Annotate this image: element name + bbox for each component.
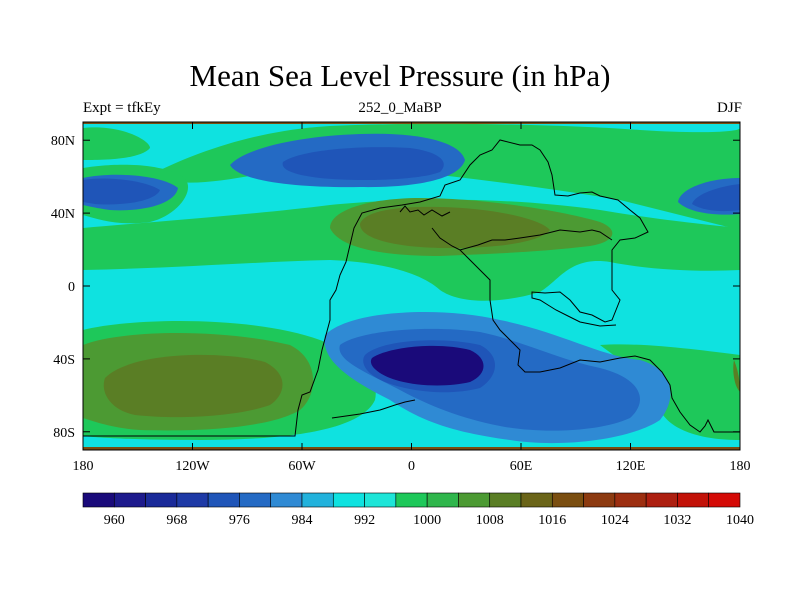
colorbar-swatch (520, 492, 553, 508)
colorbar-swatch (458, 492, 491, 508)
period-label: 252_0_MaBP (358, 100, 442, 116)
colorbar-swatch (364, 492, 397, 508)
lat-tick-label: 80N (51, 134, 75, 149)
colorbar-label: 984 (292, 513, 313, 528)
colorbar-swatch (239, 492, 272, 508)
lon-tick-label: 60E (510, 459, 533, 474)
colorbar-swatch (583, 492, 616, 508)
lon-tick-label: 0 (408, 459, 415, 474)
colorbar-label: 968 (166, 513, 187, 528)
lat-tick-label: 40S (53, 353, 75, 368)
lon-tick-label: 180 (730, 459, 751, 474)
lat-tick-label: 40N (51, 207, 75, 222)
colorbar-swatch (145, 492, 178, 508)
colorbar-swatch (270, 492, 303, 508)
colorbar-label: 1040 (726, 513, 754, 528)
map-axes: 180 120W 60W 0 60E 120E 180 80N 40N 0 40S 80S (51, 122, 751, 474)
experiment-label: Expt = tfkEy (83, 100, 161, 116)
colorbar-label: 1016 (538, 513, 566, 528)
colorbar: 960 968 976 984 992 1000 1008 1016 1024 1032 1040 (82, 492, 754, 528)
lon-tick-label: 120E (616, 459, 646, 474)
pressure-contour-fill (83, 122, 740, 450)
colorbar-swatch (207, 492, 240, 508)
colorbar-swatch (426, 492, 459, 508)
colorbar-swatch (677, 492, 710, 508)
lon-tick-label: 120W (175, 459, 210, 474)
colorbar-label: 1008 (476, 513, 504, 528)
colorbar-swatch (645, 492, 678, 508)
colorbar-label: 992 (354, 513, 375, 528)
colorbar-label: 976 (229, 513, 250, 528)
chart-title: Mean Sea Level Pressure (in hPa) (189, 58, 611, 93)
lat-tick-label: 0 (68, 280, 75, 295)
colorbar-swatch (82, 492, 115, 508)
colorbar-swatch (176, 492, 209, 508)
colorbar-swatch (332, 492, 365, 508)
colorbar-swatch (113, 492, 146, 508)
continent-outline (83, 139, 740, 437)
colorbar-swatch (551, 492, 584, 508)
lat-tick-label: 80S (53, 426, 75, 441)
colorbar-swatch (301, 492, 334, 508)
season-label: DJF (716, 100, 742, 116)
lon-tick-label: 180 (73, 459, 94, 474)
lon-tick-label: 60W (288, 459, 316, 474)
colorbar-swatch (395, 492, 428, 508)
colorbar-swatch (708, 492, 741, 508)
colorbar-label: 1024 (601, 513, 629, 528)
colorbar-label: 1000 (413, 513, 441, 528)
colorbar-label: 960 (104, 513, 125, 528)
colorbar-swatch (489, 492, 522, 508)
colorbar-label: 1032 (663, 513, 691, 528)
colorbar-swatch (614, 492, 647, 508)
